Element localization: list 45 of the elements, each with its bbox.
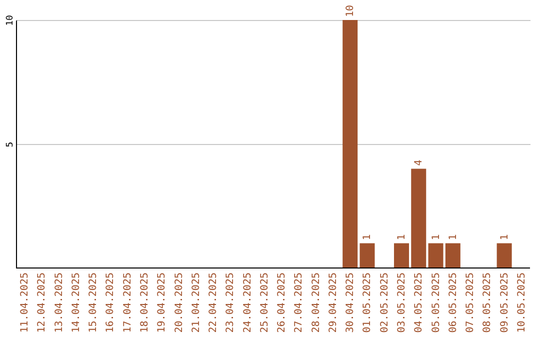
bar — [445, 243, 460, 268]
bar — [496, 243, 512, 268]
x-tick-label: 27.04.2025 — [294, 272, 305, 333]
data-label: 1 — [448, 234, 459, 240]
bar — [394, 243, 409, 268]
x-tick-label: 24.04.2025 — [242, 272, 254, 333]
x-tick-label: 15.04.2025 — [88, 272, 100, 333]
x-tick-label: 05.05.2025 — [430, 272, 442, 333]
x-tick-label: 01.05.2025 — [362, 272, 374, 333]
x-tick-label: 08.05.2025 — [482, 272, 494, 333]
x-tick-label: 11.04.2025 — [20, 272, 31, 333]
data-label: 1 — [396, 234, 408, 240]
x-tick-label: 04.05.2025 — [414, 272, 425, 333]
x-tick-label: 06.05.2025 — [448, 272, 459, 333]
bar — [428, 243, 444, 268]
x-tick-label: 17.04.2025 — [122, 272, 134, 333]
x-tick-label: 25.04.2025 — [259, 272, 270, 333]
x-tick-label: 18.04.2025 — [140, 272, 150, 333]
x-tick-label: 23.04.2025 — [225, 272, 236, 333]
bar — [411, 168, 426, 268]
x-tick-label: 28.04.2025 — [310, 272, 322, 333]
data-label: 1 — [362, 234, 374, 240]
data-label: 10 — [345, 4, 356, 17]
bar — [360, 243, 375, 268]
y-tick-label: 5 — [6, 142, 16, 148]
x-tick-label: 07.05.2025 — [465, 272, 476, 333]
x-tick-label: 16.04.2025 — [105, 272, 116, 333]
x-tick-label: 03.05.2025 — [396, 272, 408, 333]
x-tick-label: 13.04.2025 — [54, 272, 65, 333]
x-tick-label: 14.04.2025 — [70, 272, 82, 333]
bar — [342, 20, 358, 268]
x-tick-label: 12.04.2025 — [36, 272, 48, 333]
x-tick-label: 29.04.2025 — [328, 272, 339, 333]
x-tick-label: 30.04.2025 — [345, 272, 356, 333]
data-label: 1 — [430, 234, 442, 240]
x-tick-label: 21.04.2025 — [190, 272, 202, 333]
x-tick-label: 09.05.2025 — [499, 272, 510, 333]
x-tick-label: 22.04.2025 — [208, 272, 220, 333]
x-tick-label: 19.04.2025 — [156, 272, 168, 333]
data-label: 4 — [414, 160, 425, 166]
x-tick-label: 20.04.2025 — [174, 272, 185, 333]
x-tick-label: 02.05.2025 — [379, 272, 390, 333]
x-tick-label: 26.04.2025 — [276, 272, 288, 333]
data-label: 1 — [499, 234, 510, 240]
x-tick-label: 10.05.2025 — [516, 272, 528, 333]
